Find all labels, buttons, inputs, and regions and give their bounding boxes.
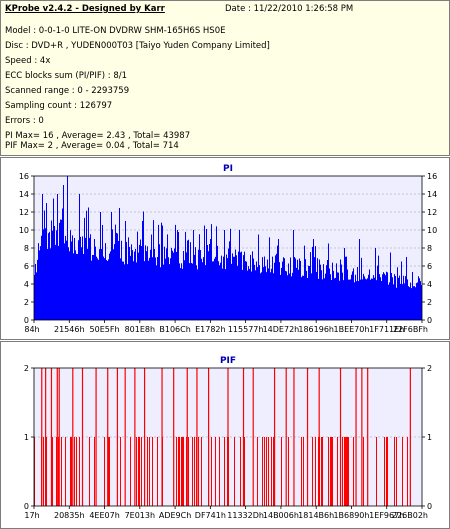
pif-chart-panel: PIF 0 0 1 1 2 2 17h 20835h 4EE07h 7E013h ADE9Ch DF74… (0, 341, 450, 529)
y-tick-label: 0 (24, 316, 29, 325)
info-sampling-count: Sampling count : 126797 (5, 101, 113, 111)
chart-title: PIF (220, 356, 236, 366)
scan-info-panel: KProbe v2.4.2 - Designed by Karr Date : … (0, 0, 450, 156)
info-ecc-blocks: ECC blocks sum (PI/PIF) : 8/1 (5, 71, 128, 81)
y-tick-label: 4 (24, 280, 29, 289)
x-tick-label: DF741h (195, 511, 226, 520)
y-tick-label: 0 (24, 502, 29, 511)
pi-chart-panel: PI 0 0 2 2 4 4 6 6 8 8 10 10 12 12 14 14 16 16 84h 21546h 50E… (0, 157, 450, 340)
x-tick-label: 801E8h (125, 325, 155, 334)
x-tick-label: ADE9Ch (159, 511, 191, 520)
x-tick-label: 1814B6h (298, 511, 334, 520)
y-tick-label-right: 4 (427, 280, 432, 289)
pi-chart: PI 0 0 2 2 4 4 6 6 8 8 10 10 12 12 14 14 16 16 84h 21546h 50E… (19, 164, 437, 334)
y-tick-label-right: 14 (427, 190, 437, 199)
x-tick-label: 1B6890h (333, 511, 369, 520)
y-tick-label-right: 0 (427, 502, 432, 511)
info-pif-summary: PIF Max= 2 , Average= 0.04 , Total= 714 (5, 141, 179, 151)
scan-date: Date : 11/22/2010 1:26:58 PM (225, 4, 354, 14)
y-tick-label: 10 (19, 226, 29, 235)
y-tick-label-right: 0 (427, 316, 432, 325)
y-tick-label-right: 16 (427, 172, 437, 181)
x-tick-label: 226B02h (392, 511, 428, 520)
x-tick-label: 186196h (298, 325, 334, 334)
x-tick-label: 20835h (54, 511, 85, 520)
y-tick-label: 14 (19, 190, 29, 199)
x-tick-label: 50E5Fh (90, 325, 120, 334)
y-tick-label-right: 1 (427, 433, 432, 442)
y-tick-label-right: 10 (427, 226, 437, 235)
y-tick-label-right: 2 (427, 364, 432, 373)
x-tick-label: B106Ch (159, 325, 190, 334)
y-tick-label: 1 (24, 433, 29, 442)
y-tick-label-right: 8 (427, 244, 432, 253)
app-title: KProbe v2.4.2 - Designed by Karr (5, 4, 165, 14)
info-speed: Speed : 4x (5, 56, 51, 66)
x-tick-label: 1EF967h (369, 511, 404, 520)
info-scanned-range: Scanned range : 0 - 2293759 (5, 86, 130, 96)
y-tick-label: 2 (24, 364, 29, 373)
x-tick-label: 14DE72h (263, 325, 300, 334)
x-tick-label: 84h (24, 325, 39, 334)
chart-title: PI (223, 164, 233, 174)
x-tick-label: 21546h (54, 325, 85, 334)
plot-border (33, 175, 423, 321)
x-tick-label: E1782h (195, 325, 225, 334)
y-tick-label: 8 (24, 244, 29, 253)
plot-border (33, 367, 423, 507)
y-tick-label-right: 12 (427, 208, 437, 217)
info-errors: Errors : 0 (5, 116, 44, 126)
y-tick-label: 16 (19, 172, 29, 181)
x-tick-label: 7E013h (125, 511, 155, 520)
y-tick-label: 12 (19, 208, 29, 217)
y-tick-label: 2 (24, 298, 29, 307)
x-tick-label: 14B006h (263, 511, 299, 520)
pif-chart: PIF 0 0 1 1 2 2 17h 20835h 4EE07h 7E013h ADE9Ch DF74… (24, 356, 432, 520)
info-pi-summary: PI Max= 16 , Average= 2.43 , Total= 4398… (5, 131, 191, 141)
y-tick-label-right: 6 (427, 262, 432, 271)
info-disc: Disc : DVD+R , YUDEN000T03 [Taiyo Yuden … (5, 41, 270, 51)
x-tick-label: 1F711Eh (369, 325, 404, 334)
x-tick-label: 17h (24, 511, 39, 520)
info-model: Model : 0-0-1-0 LITE-ON DVDRW SHM-165H6S… (5, 26, 226, 36)
x-tick-label: 11332Dh (227, 511, 264, 520)
y-tick-label: 6 (24, 262, 29, 271)
x-tick-label: 4EE07h (89, 511, 119, 520)
x-tick-label: 115577h (228, 325, 264, 334)
y-tick-label-right: 2 (427, 298, 432, 307)
x-tick-label: 22F6BFh (393, 325, 428, 334)
x-tick-label: 1BEE70h (333, 325, 369, 334)
